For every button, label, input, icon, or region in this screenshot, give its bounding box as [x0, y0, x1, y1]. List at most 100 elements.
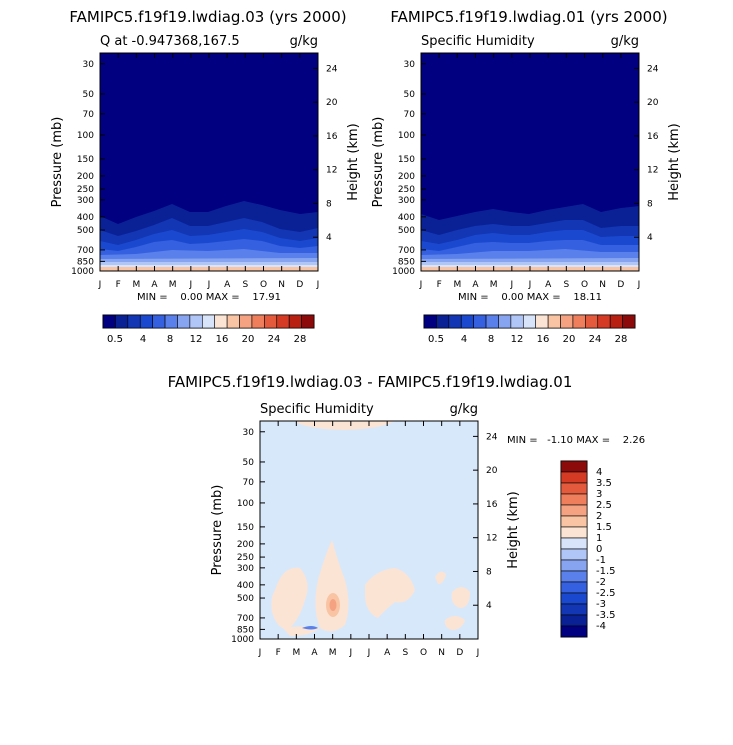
x-tick-label: M	[292, 648, 300, 658]
y-tick-label: 300	[237, 564, 254, 574]
x-tick-label: S	[242, 280, 248, 290]
colorbar-label: 20	[563, 334, 576, 345]
y-right-tick-label: 4	[486, 601, 492, 611]
colorbar-label: 4	[461, 334, 467, 345]
colorbar-label: 12	[511, 334, 524, 345]
colorbar-swatch	[560, 482, 588, 495]
colorbar-label: 1.5	[596, 522, 612, 533]
colorbar-swatch	[622, 314, 636, 329]
colorbar-swatch	[522, 314, 537, 329]
panel-left-label: Specific Humidity	[260, 402, 374, 417]
panel-left-label: Q at -0.947368,167.5	[100, 34, 240, 49]
colorbar-label: 3.5	[596, 478, 612, 489]
y-right-tick-label: 24	[326, 64, 338, 74]
y-axis-label: Pressure (mb)	[50, 117, 65, 208]
panel-top-left: FAMIPC5.f19f19.lwdiag.03 (yrs 2000) Q at…	[50, 8, 361, 345]
colorbar-label: 24	[589, 334, 602, 345]
y-right-tick-label: 20	[326, 98, 338, 108]
colorbar-swatch	[560, 504, 588, 517]
colorbar-label: -1	[596, 555, 606, 566]
colorbar-swatch	[189, 314, 203, 329]
x-tick-label: J	[510, 280, 514, 290]
colorbar-swatch	[560, 570, 588, 583]
colorbar-label: 0	[596, 544, 602, 555]
colorbar-swatch	[276, 314, 290, 329]
y-right-tick-label: 12	[647, 166, 658, 176]
y-right-tick-label: 16	[647, 132, 659, 142]
y-tick-label: 200	[77, 172, 94, 182]
y-tick-label: 50	[243, 458, 255, 468]
colorbar-label: -3.5	[596, 610, 616, 621]
colorbar-label: -2	[596, 577, 606, 588]
y-right-tick-label: 24	[647, 64, 659, 74]
x-tick-label: S	[563, 280, 569, 290]
colorbar-swatch	[560, 614, 588, 627]
y-right-tick-label: 16	[486, 500, 498, 510]
y-tick-label: 30	[243, 428, 255, 438]
y-tick-label: 250	[237, 553, 254, 563]
y-right-tick-label: 16	[326, 132, 338, 142]
x-tick-label: J	[189, 280, 193, 290]
x-tick-label: O	[260, 280, 267, 290]
colorbar-swatch	[560, 471, 588, 484]
colorbar-swatch	[473, 314, 487, 329]
colorbar-swatch	[560, 460, 588, 473]
x-tick-label: F	[276, 648, 281, 658]
x-tick-label: J	[316, 280, 320, 290]
y-right-tick-label: 12	[486, 534, 497, 544]
colorbar-swatch	[498, 314, 512, 329]
colorbar-swatch	[560, 515, 588, 528]
colorbar-swatch	[485, 314, 499, 329]
colorbar-swatch	[226, 314, 240, 329]
y-right-tick-label: 8	[326, 199, 332, 209]
y-tick-label: 30	[404, 60, 416, 70]
panel-title: FAMIPC5.f19f19.lwdiag.03 (yrs 2000)	[69, 8, 346, 26]
y-right-tick-label: 20	[647, 98, 659, 108]
colorbar-swatch	[560, 493, 588, 506]
colorbar-label: 16	[216, 334, 229, 345]
x-tick-label: M	[329, 648, 337, 658]
colorbar-label: 0.5	[428, 334, 444, 345]
x-tick-label: J	[419, 280, 423, 290]
x-tick-label: O	[420, 648, 427, 658]
colorbar-swatch	[560, 537, 588, 550]
colorbar-swatch	[127, 314, 141, 329]
colorbar-label: 20	[242, 334, 255, 345]
colorbar-swatch	[560, 559, 588, 572]
colorbar-label: -2.5	[596, 588, 616, 599]
colorbar-swatch	[152, 314, 166, 329]
colorbar-swatch	[609, 314, 623, 329]
panel-left-label: Specific Humidity	[421, 34, 535, 49]
x-tick-label: M	[453, 280, 461, 290]
x-tick-label: J	[349, 648, 353, 658]
colorbar-swatch	[560, 625, 588, 638]
y-tick-label: 30	[83, 60, 95, 70]
y-tick-label: 850	[237, 625, 254, 635]
colorbar-swatch	[585, 314, 599, 329]
colorbar-label: 24	[268, 334, 281, 345]
colorbar-swatch	[572, 314, 586, 329]
panel-units-label: g/kg	[290, 34, 318, 49]
y-tick-label: 500	[77, 226, 94, 236]
y-tick-label: 250	[77, 185, 94, 195]
x-tick-label: O	[581, 280, 588, 290]
x-tick-label: M	[132, 280, 140, 290]
colorbar-label: 8	[488, 334, 494, 345]
y-tick-label: 50	[404, 90, 416, 100]
y-tick-label: 700	[77, 246, 94, 256]
colorbar-label: 16	[537, 334, 550, 345]
x-tick-label: S	[402, 648, 408, 658]
colorbar-swatch	[239, 314, 253, 329]
x-tick-label: N	[599, 280, 606, 290]
y-tick-label: 300	[398, 196, 415, 206]
x-tick-label: F	[116, 280, 121, 290]
y-tick-label: 150	[237, 523, 254, 533]
colorbar-swatch	[560, 592, 588, 605]
colorbar-swatch	[264, 314, 278, 329]
y-tick-label: 500	[237, 594, 254, 604]
colorbar-swatch	[547, 314, 561, 329]
colorbar-swatch	[448, 314, 462, 329]
y-tick-label: 700	[398, 246, 415, 256]
y-tick-label: 700	[237, 614, 254, 624]
